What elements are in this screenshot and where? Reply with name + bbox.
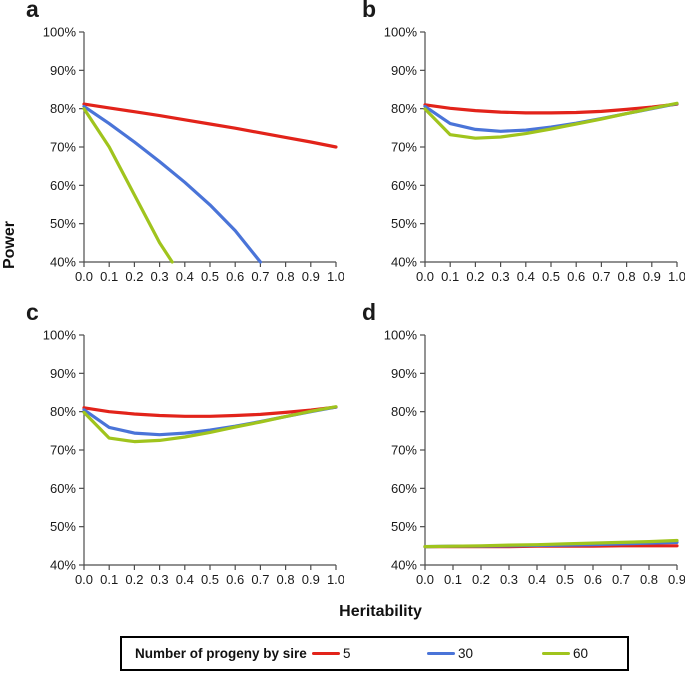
svg-text:1.0: 1.0 <box>327 572 344 587</box>
svg-text:90%: 90% <box>50 63 76 78</box>
svg-text:0.8: 0.8 <box>618 269 636 284</box>
svg-text:0.2: 0.2 <box>472 572 490 587</box>
svg-text:0.6: 0.6 <box>584 572 602 587</box>
svg-text:0.5: 0.5 <box>556 572 574 587</box>
svg-text:0.4: 0.4 <box>176 572 194 587</box>
svg-text:0.6: 0.6 <box>567 269 585 284</box>
svg-text:60%: 60% <box>50 481 76 496</box>
svg-text:0.0: 0.0 <box>75 572 93 587</box>
panel-a: 40% 50% 60% 70% 80% 90% 100% 0.0 0.1 0.2 0.3 0.4 0.5… <box>38 27 344 299</box>
svg-text:90%: 90% <box>50 366 76 381</box>
svg-text:70%: 70% <box>50 443 76 458</box>
svg-text:50%: 50% <box>391 216 417 231</box>
svg-text:40%: 40% <box>50 255 76 270</box>
svg-text:0.1: 0.1 <box>444 572 462 587</box>
svg-text:0.7: 0.7 <box>251 572 269 587</box>
svg-text:0.9: 0.9 <box>668 572 685 587</box>
svg-text:70%: 70% <box>391 140 417 155</box>
svg-text:50%: 50% <box>391 519 417 534</box>
svg-text:0.6: 0.6 <box>226 269 244 284</box>
svg-text:0.8: 0.8 <box>277 572 295 587</box>
legend-item-30: 30 <box>427 646 542 661</box>
svg-text:60%: 60% <box>391 178 417 193</box>
svg-text:0.8: 0.8 <box>640 572 658 587</box>
svg-text:0.0: 0.0 <box>416 572 434 587</box>
panel-b-plot: 40% 50% 60% 70% 80% 90% 100% 0.0 0.1 0.2 0.3 0.4 0.5… <box>384 27 685 284</box>
legend-item-30-label: 30 <box>458 646 474 661</box>
svg-text:0.7: 0.7 <box>592 269 610 284</box>
svg-text:0.7: 0.7 <box>251 269 269 284</box>
svg-text:100%: 100% <box>43 27 77 40</box>
svg-text:0.3: 0.3 <box>151 269 169 284</box>
legend-item-60: 60 <box>542 646 657 661</box>
svg-text:0.3: 0.3 <box>151 572 169 587</box>
svg-text:0.1: 0.1 <box>100 572 118 587</box>
svg-text:0.1: 0.1 <box>441 269 459 284</box>
svg-text:70%: 70% <box>391 443 417 458</box>
panel-d: 40% 50% 60% 70% 80% 90% 100% 0.0 0.1 0.2 0.3 0.4 0.5… <box>379 330 685 602</box>
panel-label-c: c <box>26 299 39 325</box>
legend-title: Number of progeny by sire <box>135 646 307 661</box>
svg-text:0.5: 0.5 <box>201 572 219 587</box>
legend-line-red-icon <box>312 651 340 656</box>
svg-text:50%: 50% <box>50 216 76 231</box>
panel-b: 40% 50% 60% 70% 80% 90% 100% 0.0 0.1 0.2 0.3 0.4 0.5… <box>379 27 685 299</box>
svg-text:80%: 80% <box>391 101 417 116</box>
svg-text:0.4: 0.4 <box>528 572 546 587</box>
svg-text:80%: 80% <box>391 404 417 419</box>
x-axis-title: Heritability <box>339 603 422 620</box>
svg-text:100%: 100% <box>384 27 418 40</box>
svg-text:80%: 80% <box>50 404 76 419</box>
panel-d-plot: 40% 50% 60% 70% 80% 90% 100% 0.0 0.1 0.2 0.3 0.4 0.5… <box>384 330 685 587</box>
svg-text:0.9: 0.9 <box>302 572 320 587</box>
panel-c: 40% 50% 60% 70% 80% 90% 100% 0.0 0.1 0.2 0.3 0.4 0.5… <box>38 330 344 602</box>
svg-text:0.2: 0.2 <box>125 572 143 587</box>
svg-text:50%: 50% <box>50 519 76 534</box>
svg-text:0.9: 0.9 <box>643 269 661 284</box>
svg-text:0.4: 0.4 <box>517 269 535 284</box>
svg-text:0.1: 0.1 <box>100 269 118 284</box>
svg-text:90%: 90% <box>391 366 417 381</box>
svg-text:70%: 70% <box>50 140 76 155</box>
svg-text:0.0: 0.0 <box>75 269 93 284</box>
svg-text:0.2: 0.2 <box>466 269 484 284</box>
svg-text:0.0: 0.0 <box>416 269 434 284</box>
svg-text:100%: 100% <box>384 330 418 343</box>
legend-line-blue-icon <box>427 651 455 656</box>
legend: Number of progeny by sire 5 30 60 <box>120 636 629 671</box>
svg-text:90%: 90% <box>391 63 417 78</box>
svg-text:60%: 60% <box>391 481 417 496</box>
legend-item-5-label: 5 <box>343 646 351 661</box>
svg-text:0.3: 0.3 <box>492 269 510 284</box>
svg-text:40%: 40% <box>50 558 76 573</box>
svg-text:60%: 60% <box>50 178 76 193</box>
svg-text:100%: 100% <box>43 330 77 343</box>
svg-text:0.2: 0.2 <box>125 269 143 284</box>
svg-text:1.0: 1.0 <box>327 269 344 284</box>
y-axis-title: Power <box>1 221 18 270</box>
legend-item-5: 5 <box>312 646 427 661</box>
svg-text:0.7: 0.7 <box>612 572 630 587</box>
svg-text:80%: 80% <box>50 101 76 116</box>
panel-c-plot: 40% 50% 60% 70% 80% 90% 100% 0.0 0.1 0.2 0.3 0.4 0.5… <box>43 330 344 587</box>
svg-text:0.3: 0.3 <box>500 572 518 587</box>
legend-line-green-icon <box>542 651 570 656</box>
svg-text:0.4: 0.4 <box>176 269 194 284</box>
svg-text:0.8: 0.8 <box>277 269 295 284</box>
svg-text:0.6: 0.6 <box>226 572 244 587</box>
panel-a-plot: 40% 50% 60% 70% 80% 90% 100% 0.0 0.1 0.2 0.3 0.4 0.5… <box>43 27 344 284</box>
svg-text:40%: 40% <box>391 255 417 270</box>
svg-text:0.9: 0.9 <box>302 269 320 284</box>
legend-item-60-label: 60 <box>573 646 589 661</box>
svg-text:0.5: 0.5 <box>542 269 560 284</box>
panel-label-b: b <box>362 0 377 22</box>
panel-label-d: d <box>362 299 377 325</box>
svg-text:1.0: 1.0 <box>668 269 685 284</box>
panel-label-a: a <box>26 0 39 22</box>
svg-text:40%: 40% <box>391 558 417 573</box>
svg-text:0.5: 0.5 <box>201 269 219 284</box>
